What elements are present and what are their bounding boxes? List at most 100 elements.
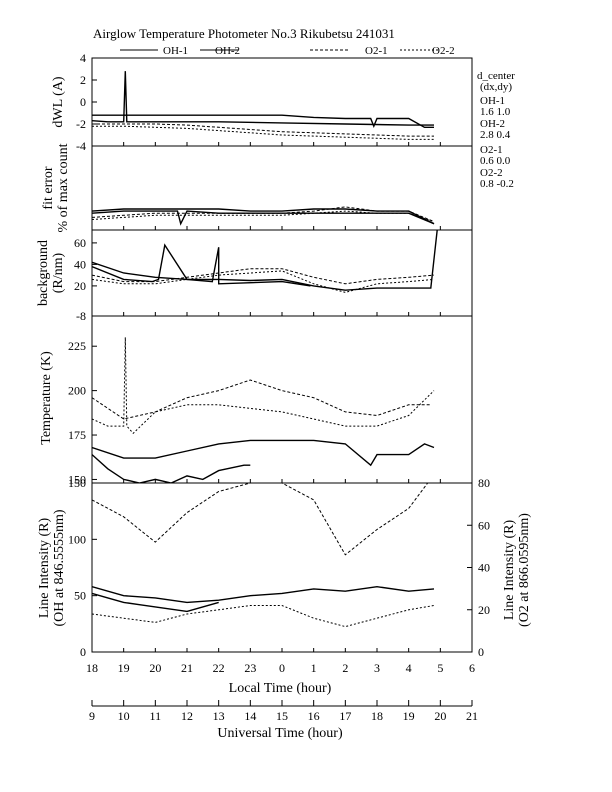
local-time-tick-label: 3: [374, 661, 380, 675]
y-axis-label: Line Intensity (R): [37, 518, 52, 619]
local-time-tick-label: 5: [437, 661, 443, 675]
ut-tick-label: 18: [371, 709, 383, 723]
local-time-tick-label: 19: [118, 661, 130, 675]
y2-tick-label: 60: [478, 518, 490, 532]
ut-tick-label: 17: [339, 709, 351, 723]
y-tick-label: 4: [80, 51, 86, 65]
y-tick-label: 60: [74, 236, 86, 250]
local-time-tick-label: 20: [149, 661, 161, 675]
y-tick-label: 225: [68, 339, 86, 353]
d-center-name: OH-2: [480, 118, 505, 130]
y-tick-label: 0: [80, 645, 86, 659]
local-time-tick-label: 0: [279, 661, 285, 675]
y-tick-label: 200: [68, 384, 86, 398]
y2-axis-label: Line Intensity (R): [502, 520, 517, 621]
ut-tick-label: 10: [118, 709, 130, 723]
d-center-values: 0.6 0.0: [480, 155, 511, 167]
y-tick-label: -8: [76, 309, 86, 323]
series-line-o2-1: [92, 483, 429, 556]
series-line-o2-1: [92, 123, 434, 137]
panel-frame: [91, 229, 473, 317]
y-tick-label: 0: [80, 95, 86, 109]
legend-label: O2-1: [365, 45, 388, 57]
d-center-name: OH-1: [480, 95, 505, 107]
d-center-readout: d_center(dx,dy) OH-11.6 1.0OH-22.8 0.4 O2-…: [477, 70, 515, 190]
y-axis-label: fit error: [41, 166, 56, 209]
ut-tick-label: 21: [466, 709, 478, 723]
panel-frame: [91, 482, 473, 653]
panel-frame: [91, 57, 473, 147]
ut-tick-label: 19: [403, 709, 415, 723]
d-center-values: 1.6 1.0: [480, 106, 511, 118]
y-tick-label: 20: [74, 279, 86, 293]
series-line-oh-1: [92, 230, 438, 291]
local-time-tick-label: 22: [213, 661, 225, 675]
y-tick-label: 150: [68, 476, 86, 490]
d-center-header: d_center: [477, 70, 515, 82]
universal-time-label: Universal Time (hour): [217, 726, 343, 741]
series-line-oh-1: [92, 439, 435, 467]
y-axis-label: background: [36, 240, 51, 306]
local-time-label: Local Time (hour): [229, 681, 332, 696]
time-axes: 18 19 20 21 22 23 0 1 2 3 4 5 69 10 11 12 13 14 15 16 17 18 19…: [86, 661, 478, 723]
y2-axis-label: (O2 at 866.0595nm): [517, 513, 532, 627]
series-line-oh-2: [92, 71, 434, 126]
local-time-tick-label: 21: [181, 661, 193, 675]
legend-label: OH-2: [215, 45, 240, 57]
ut-tick-label: 11: [150, 709, 162, 723]
series-line-oh-2: [92, 243, 311, 287]
y-tick-label: 2: [80, 73, 86, 87]
d-center-values: 2.8 0.4: [480, 129, 511, 141]
y-tick-label: 150: [68, 472, 86, 486]
series-line-o2-2: [92, 125, 434, 140]
legend: OH-1 OH-2 O2-1 O2-2: [120, 45, 455, 57]
local-time-tick-label: 18: [86, 661, 98, 675]
ut-tick-label: 20: [434, 709, 446, 723]
ut-tick-label: 16: [308, 709, 320, 723]
series-line-o2-2: [92, 270, 435, 293]
ut-tick-label: 15: [276, 709, 288, 723]
panel-temperature: 225 200 175 150 Temperature (K): [39, 315, 473, 486]
series-line-oh-1: [92, 114, 434, 129]
local-time-tick-label: 4: [406, 661, 412, 675]
y-axis-label: (OH at 846.5555nm): [52, 509, 67, 626]
y-tick-label: 175: [68, 428, 86, 442]
series-line-oh-1: [92, 585, 435, 604]
y2-tick-label: 40: [478, 561, 490, 575]
chart-title: Airglow Temperature Photometer No.3 Riku…: [93, 26, 395, 41]
y2-tick-label: 0: [478, 645, 484, 659]
local-time-tick-label: 6: [469, 661, 475, 675]
series-line-o2-1: [92, 268, 435, 285]
d-center-name: O2-2: [480, 167, 503, 179]
d-center-name: O2-1: [480, 144, 503, 156]
ut-tick-label: 12: [181, 709, 193, 723]
y-axis-label: % of max count: [56, 143, 71, 232]
local-time-tick-label: 23: [244, 661, 256, 675]
y-tick-label: -4: [76, 139, 86, 153]
series-line-o2-2: [92, 337, 435, 435]
panel-fit: fit error% of max count: [41, 143, 473, 233]
d-center-sub: (dx,dy): [480, 81, 512, 93]
panel-frame: [91, 145, 473, 231]
y-axis-label: dWL (A): [51, 76, 66, 128]
y2-tick-label: 20: [478, 603, 490, 617]
panel-dwl: 4 2 0 -2 -4 dWL (A): [51, 51, 473, 153]
local-time-tick-label: 2: [342, 661, 348, 675]
ut-tick-label: 14: [244, 709, 256, 723]
series-line-o2-1: [92, 206, 435, 223]
y-axis-label: Temperature (K): [39, 351, 54, 445]
series-line-oh-2: [92, 454, 251, 483]
y2-tick-label: 80: [478, 476, 490, 490]
y-axis-label: (R/nm): [51, 252, 66, 293]
legend-label: OH-1: [163, 45, 188, 57]
ut-tick-label: 9: [89, 709, 95, 723]
series-line-oh-2: [92, 592, 219, 613]
series-line-o2-1: [92, 379, 431, 420]
panel-background: 60 40 20 -8 background (R/nm): [36, 229, 473, 323]
series-line-o2-2: [92, 605, 435, 628]
local-time-tick-label: 1: [311, 661, 317, 675]
y-tick-label: 50: [74, 589, 86, 603]
y-tick-label: 40: [74, 257, 86, 271]
